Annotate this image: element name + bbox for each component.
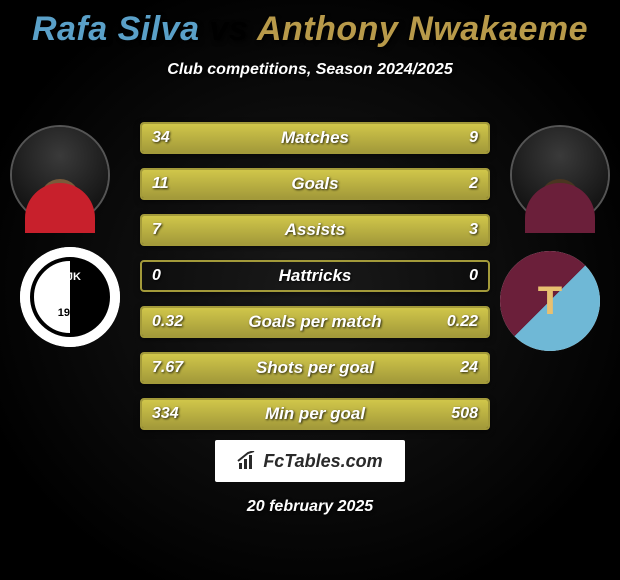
stat-bar: 7.67 Shots per goal 24 [140,352,490,384]
stat-bar: 11 Goals 2 [140,168,490,200]
snapshot-date: 20 february 2025 [0,498,620,516]
player1-club-crest: BJK 1903 [20,247,120,347]
stat-value-right: 24 [460,354,478,382]
stat-bar: 0 Hattricks 0 [140,260,490,292]
stat-value-right: 0 [469,262,478,290]
stat-label: Goals [142,170,488,198]
player1-name: Rafa Silva [32,10,200,48]
stat-label: Shots per goal [142,354,488,382]
site-name: FcTables.com [263,451,382,472]
site-branding: FcTables.com [215,440,405,482]
stat-value-right: 2 [469,170,478,198]
stat-bar: 7 Assists 3 [140,214,490,246]
stat-label: Hattricks [142,262,488,290]
chart-icon [237,451,257,471]
comparison-title: Rafa Silva vs Anthony Nwakaeme [0,0,620,49]
vs-label: vs [199,10,256,48]
stat-label: Matches [142,124,488,152]
player2-avatar [510,125,610,225]
stat-label: Assists [142,216,488,244]
club1-year: 1903 [58,307,82,319]
stat-value-right: 508 [451,400,478,428]
subtitle: Club competitions, Season 2024/2025 [0,61,620,79]
stat-label: Goals per match [142,308,488,336]
stat-value-right: 9 [469,124,478,152]
stat-bars: 34 Matches 9 11 Goals 2 7 Assists 3 0 Ha… [140,122,490,444]
stat-bar: 0.32 Goals per match 0.22 [140,306,490,338]
club1-abbr: BJK [59,271,81,283]
player2-club-crest: T [500,251,600,351]
player2-name: Anthony Nwakaeme [257,10,588,48]
stat-label: Min per goal [142,400,488,428]
stat-value-right: 3 [469,216,478,244]
stat-value-right: 0.22 [447,308,478,336]
stat-bar: 334 Min per goal 508 [140,398,490,430]
stat-bar: 34 Matches 9 [140,122,490,154]
player1-avatar [10,125,110,225]
